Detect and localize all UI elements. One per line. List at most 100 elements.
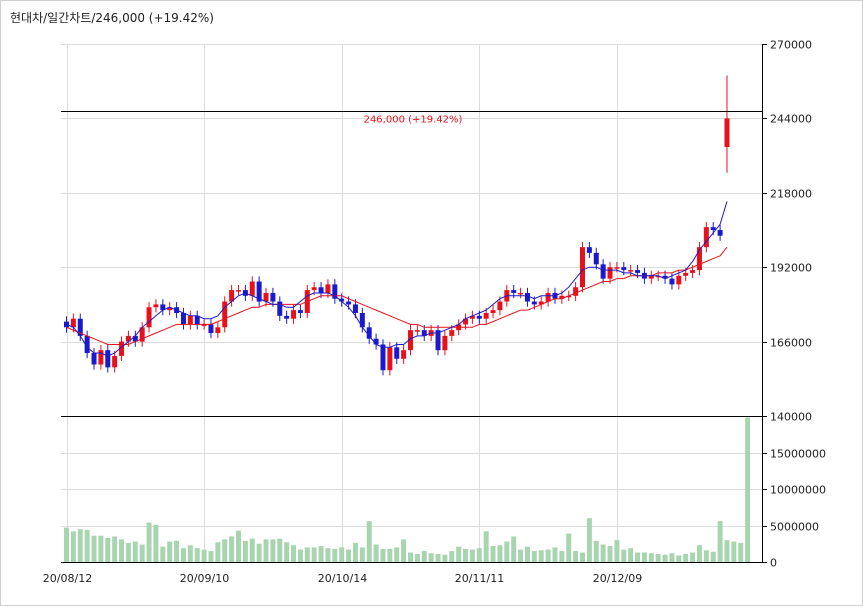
candle-up <box>628 270 634 272</box>
candle-down <box>77 318 83 336</box>
date-tick-label: 20/11/11 <box>455 572 504 585</box>
volume-bar <box>311 547 317 562</box>
candle-down <box>586 247 592 253</box>
volume-bar <box>132 541 138 562</box>
candle-down <box>160 304 166 311</box>
candle-up <box>98 350 104 365</box>
candle-down <box>600 264 606 279</box>
candle-up <box>655 275 661 278</box>
volume-bar <box>208 551 214 562</box>
volume-bar <box>366 521 372 562</box>
volume-bar <box>483 531 489 562</box>
candle-up <box>387 347 393 371</box>
volume-bar <box>346 549 352 562</box>
volume-bar <box>531 551 537 562</box>
volume-bar <box>215 542 221 562</box>
volume-bar <box>304 547 310 562</box>
volume-bar <box>710 551 716 562</box>
candle-up <box>229 290 235 302</box>
ma-long-line <box>66 246 728 345</box>
volume-bar <box>421 551 427 562</box>
volume-bar <box>738 543 744 562</box>
volume-bar <box>683 553 689 562</box>
candle-up <box>187 315 193 325</box>
volume-bar <box>524 546 530 562</box>
volume-bar <box>236 530 241 562</box>
candle-down <box>105 350 111 368</box>
price-tick-label: 244000 <box>770 113 812 126</box>
volume-bar <box>387 548 393 562</box>
volume-bar <box>463 548 469 562</box>
volume-tick-label: 0 <box>770 557 777 570</box>
volume-bar <box>167 541 173 562</box>
volume-bar <box>119 539 125 562</box>
candle-up <box>518 292 524 295</box>
candle-up <box>607 267 613 279</box>
candle-up <box>311 287 317 291</box>
candle-up <box>112 355 118 368</box>
volume-bar <box>64 527 69 562</box>
candle-up <box>559 295 565 299</box>
volume-bar <box>745 417 751 562</box>
volume-bar <box>586 518 592 562</box>
candle-up <box>696 247 702 271</box>
volume-bar <box>573 551 579 562</box>
candle-up <box>449 330 455 336</box>
candle-up <box>139 327 145 342</box>
volume-bar <box>621 549 627 562</box>
volume-tick-label: 15000000 <box>770 448 826 461</box>
candle-down <box>435 330 441 351</box>
volume-bar <box>600 544 606 562</box>
volume-bar <box>435 553 441 562</box>
volume-bar <box>696 545 702 562</box>
volume-bar <box>70 531 76 562</box>
volume-bar <box>98 535 104 562</box>
candle-up <box>249 281 255 296</box>
candle-up <box>414 330 420 332</box>
candle-down <box>394 347 400 359</box>
price-tick-label: 166000 <box>770 337 812 350</box>
candle-up <box>70 318 76 328</box>
volume-bar <box>566 533 572 562</box>
volume-bar <box>229 536 235 562</box>
volume-bar <box>394 547 400 562</box>
candle-down <box>524 292 530 302</box>
volume-bar <box>414 553 420 562</box>
candle-up <box>167 307 173 311</box>
candle-down <box>531 301 537 305</box>
volume-bar <box>724 540 730 562</box>
candle-up <box>408 330 413 351</box>
candle-down <box>669 278 675 285</box>
volume-bar <box>476 548 482 562</box>
volume-bar <box>593 540 599 562</box>
volume-bar <box>256 543 262 562</box>
candle-down <box>339 298 345 302</box>
volume-bar <box>291 545 297 562</box>
volume-bar <box>277 538 283 562</box>
volume-bar <box>703 550 709 562</box>
candle-up <box>146 307 152 328</box>
volume-bar <box>669 553 675 562</box>
candle-up <box>676 275 682 285</box>
volume-bar <box>676 555 682 562</box>
candle-up <box>703 227 709 248</box>
candle-down <box>256 281 262 302</box>
volume-bar <box>635 552 641 562</box>
axis-labels: 270000 244000 218000 192000 166000 140000 1500… <box>43 39 826 586</box>
candle-down <box>208 324 214 334</box>
candle-up <box>483 312 489 319</box>
volume-bar <box>373 544 379 562</box>
volume-bar <box>456 546 462 562</box>
volume-bar <box>648 553 654 562</box>
volume-bar <box>318 545 324 562</box>
candle-down <box>662 275 668 279</box>
candle-down <box>621 267 627 271</box>
volume-bar <box>552 547 558 562</box>
candle-down <box>717 230 723 236</box>
candle-up <box>222 301 228 328</box>
candle-down <box>270 292 276 302</box>
candle-down <box>194 315 200 325</box>
volume-bar <box>408 552 413 562</box>
candle-down <box>318 287 324 293</box>
candle-up <box>648 275 654 279</box>
